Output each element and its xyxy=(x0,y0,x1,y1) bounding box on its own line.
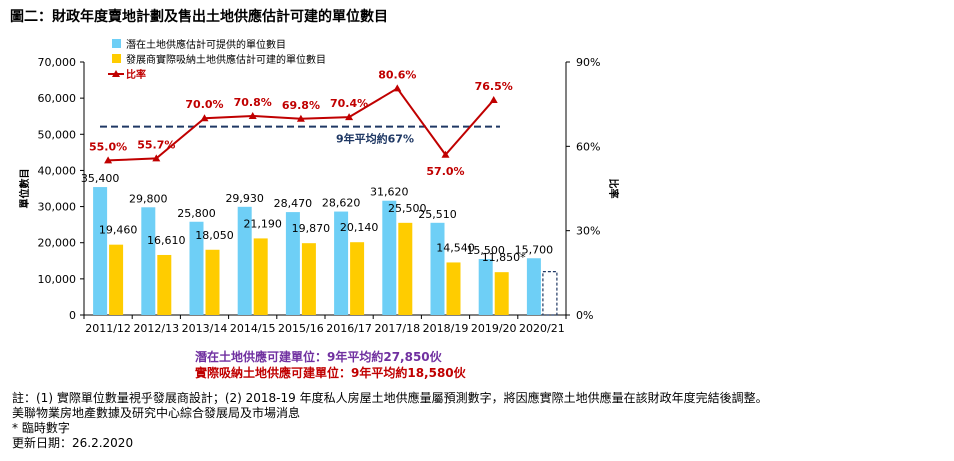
ratio-marker xyxy=(489,95,498,103)
ratio-marker xyxy=(200,114,209,122)
x-tick-label: 2011/12 xyxy=(85,322,131,335)
x-tick-label: 2015/16 xyxy=(278,322,324,335)
bar-absorbed-supply xyxy=(350,242,365,315)
x-tick-label: 2020/21 xyxy=(519,322,565,335)
bar-absorbed-supply xyxy=(301,243,316,315)
bar-line-chart: 0 10,000 20,000 30,000 40,000 50,000 60,000 70,… xyxy=(18,38,620,335)
bar-potential-supply xyxy=(237,206,252,315)
bar-absorbed-label: 19,870 xyxy=(292,222,331,235)
ratio-marker xyxy=(248,111,257,119)
y2-tick-label: 0% xyxy=(576,309,593,322)
y-tick-label: 30,000 xyxy=(38,201,77,214)
ratio-marker xyxy=(104,156,113,164)
bar-potential-label: 35,400 xyxy=(81,172,120,185)
bar-potential-label: 25,800 xyxy=(177,207,216,220)
bar-potential-supply xyxy=(334,211,349,315)
bar-potential-supply xyxy=(189,221,204,315)
bar-potential-label: 15,700 xyxy=(515,243,554,256)
bar-potential-label: 29,800 xyxy=(129,192,168,205)
bar-potential-supply xyxy=(526,258,541,315)
ratio-label: 76.5% xyxy=(475,80,513,93)
bar-potential-label: 29,930 xyxy=(225,192,264,205)
y-tick-label: 40,000 xyxy=(38,164,77,177)
x-tick-label: 2014/15 xyxy=(230,322,276,335)
y-tick-label: 50,000 xyxy=(38,128,77,141)
ratio-marker xyxy=(345,113,354,121)
x-tick-label: 2017/18 xyxy=(374,322,420,335)
ratio-marker xyxy=(152,154,161,162)
x-tick-label: 2016/17 xyxy=(326,322,372,335)
x-tick-label: 2019/20 xyxy=(471,322,517,335)
bar-absorbed-label: 18,050 xyxy=(195,229,234,242)
ratio-label: 80.6% xyxy=(378,68,416,81)
footnote-update-date: 更新日期：26.2.2020 xyxy=(12,436,134,450)
y2-tick-label: 90% xyxy=(576,56,600,69)
y2-tick-label: 60% xyxy=(576,140,600,153)
bar-potential-supply xyxy=(285,212,300,315)
ratio-marker xyxy=(441,150,450,158)
bar-absorbed-supply xyxy=(253,238,268,315)
bar-absorbed-supply xyxy=(494,272,509,315)
ratio-marker xyxy=(296,114,305,122)
y2-tick-label: 30% xyxy=(576,225,600,238)
bar-potential-label: 15,500 xyxy=(466,244,505,257)
legend-label-absorbed: 發展商實際吸納土地供應估計可建的單位數目 xyxy=(126,53,326,66)
legend-label-ratio: 比率 xyxy=(126,68,146,81)
y-tick-label: 70,000 xyxy=(38,56,77,69)
bar-absorbed-supply xyxy=(109,244,124,315)
bar-potential-supply xyxy=(478,258,493,315)
bar-potential-supply xyxy=(382,200,397,315)
legend-marker-ratio xyxy=(112,70,120,77)
bar-absorbed-label: 21,190 xyxy=(243,217,282,230)
y-axis-title: 單位數目 xyxy=(18,169,31,209)
footnote-remarks: 註：(1) 實際單位數量視乎發展商設計；(2) 2018-19 年度私人房屋土地… xyxy=(12,391,768,405)
ratio-label: 69.8% xyxy=(282,99,320,112)
page-title: 圖二：財政年度賣地計劃及售出土地供應估計可建的單位數目 xyxy=(10,9,388,25)
summary-absorbed-average: 實際吸納土地供應可建單位：9年平均約18,580伙 xyxy=(195,366,466,380)
bar-potential-supply xyxy=(430,222,445,315)
bar-absorbed-supply xyxy=(205,249,220,315)
y-tick-label: 0 xyxy=(69,309,76,322)
bar-absorbed-supply xyxy=(157,254,172,315)
ratio-label: 57.0% xyxy=(426,165,464,178)
x-tick-label: 2012/13 xyxy=(133,322,179,335)
ratio-label: 70.0% xyxy=(185,98,223,111)
y2-axis-title: 比率 xyxy=(607,179,620,199)
y-tick-label: 10,000 xyxy=(38,273,77,286)
bar-absorbed-label: 16,610 xyxy=(147,234,186,247)
y-tick-label: 20,000 xyxy=(38,237,77,250)
x-tick-label: 2013/14 xyxy=(182,322,228,335)
bar-potential-supply xyxy=(141,207,156,315)
ratio-label: 70.8% xyxy=(234,96,272,109)
average-line-label: 9年平均約67% xyxy=(336,132,414,146)
footnote-source: 美聯物業房地產數據及研究中心綜合發展局及市場消息 xyxy=(12,406,301,420)
bar-potential-label: 28,470 xyxy=(274,197,313,210)
ratio-label: 55.7% xyxy=(137,138,175,151)
bar-absorbed-supply xyxy=(398,222,413,315)
bar-pending-outline xyxy=(542,271,558,316)
bar-absorbed-label: 20,140 xyxy=(340,221,379,234)
bar-absorbed-label: 25,500 xyxy=(388,202,427,215)
bar-absorbed-label: 19,460 xyxy=(99,224,138,237)
bar-absorbed-label: 11,850* xyxy=(482,251,526,264)
ratio-label: 55.0% xyxy=(89,140,127,153)
legend-swatch-potential xyxy=(112,39,121,48)
bar-absorbed-supply xyxy=(446,262,461,315)
legend-label-potential: 潛在土地供應估計可提供的單位數目 xyxy=(126,38,286,51)
bar-potential-supply xyxy=(93,187,108,315)
ratio-marker xyxy=(393,84,402,92)
y-tick-label: 60,000 xyxy=(38,92,77,105)
x-tick-label: 2018/19 xyxy=(423,322,469,335)
bar-absorbed-label: 14,540 xyxy=(436,241,475,254)
bar-potential-label: 28,620 xyxy=(322,197,361,210)
bar-potential-label: 31,620 xyxy=(370,186,409,199)
footnote-provisional: * 臨時數字 xyxy=(12,421,70,435)
summary-potential-average: 潛在土地供應可建單位：9年平均約27,850伙 xyxy=(195,350,442,364)
legend-swatch-absorbed xyxy=(112,54,121,63)
bar-potential-label: 25,510 xyxy=(418,208,457,221)
ratio-label: 70.4% xyxy=(330,97,368,110)
